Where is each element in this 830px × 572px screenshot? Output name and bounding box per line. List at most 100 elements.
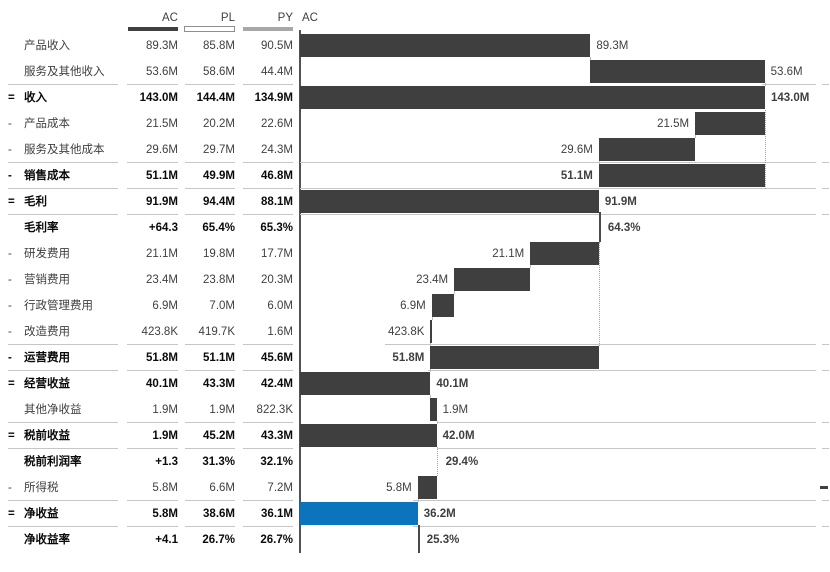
row-prefix: -	[8, 248, 12, 260]
waterfall-bar-4[interactable]	[598, 138, 696, 161]
cell-ac: +64.3	[148, 222, 178, 234]
cell-py: 22.6M	[261, 118, 293, 130]
waterfall-bar-3[interactable]	[695, 112, 765, 135]
separator-line	[243, 448, 293, 449]
column-header-py[interactable]: PY	[277, 12, 293, 24]
cell-py: 7.2M	[267, 482, 293, 494]
separator-line	[243, 214, 293, 215]
separator-line	[243, 84, 293, 85]
cell-ac: +4.1	[155, 534, 178, 546]
bar-value-label: 423.8K	[387, 326, 425, 338]
connector-line	[418, 525, 420, 553]
cell-py: 65.3%	[260, 222, 293, 234]
cell-pl: 85.8M	[203, 40, 235, 52]
waterfall-bar-5[interactable]	[598, 164, 765, 187]
waterfall-bar-9[interactable]	[454, 268, 531, 291]
row-prefix: -	[8, 274, 12, 286]
row-label[interactable]: 经营收益	[24, 378, 70, 390]
row-label[interactable]: 销售成本	[24, 170, 70, 182]
separator-line	[243, 162, 293, 163]
row-label[interactable]: 税前收益	[24, 430, 70, 442]
bar-value-label: 53.6M	[770, 66, 803, 78]
row-label[interactable]: 净收益率	[24, 534, 70, 546]
cell-pl: 38.6M	[203, 508, 235, 520]
bar-value-label: 89.3M	[596, 40, 629, 52]
waterfall-bar-1[interactable]	[590, 60, 765, 83]
row-label[interactable]: 毛利率	[24, 222, 59, 234]
connector-line	[430, 369, 431, 372]
cell-pl: 1.9M	[209, 404, 235, 416]
cell-py: 20.3M	[261, 274, 293, 286]
row-prefix: -	[8, 482, 12, 494]
cell-py: 42.4M	[261, 378, 293, 390]
cell-ac: 143.0M	[139, 92, 178, 104]
connector-line	[765, 110, 766, 189]
cell-py: 43.3M	[261, 430, 293, 442]
waterfall-bar-11[interactable]	[430, 320, 432, 343]
separator-line	[8, 500, 118, 501]
bar-value-label: 91.9M	[604, 196, 637, 208]
row-label[interactable]: 服务及其他收入	[24, 66, 105, 78]
waterfall-bar-8[interactable]	[530, 242, 599, 265]
row-label[interactable]: 毛利	[24, 196, 47, 208]
column-header-ac[interactable]: AC	[162, 12, 178, 24]
cell-ac: 29.6M	[146, 144, 178, 156]
cell-py: 26.7%	[260, 534, 293, 546]
row-label[interactable]: 收入	[24, 92, 47, 104]
cell-ac: 51.8M	[146, 352, 178, 364]
row-prefix: -	[8, 170, 12, 182]
cell-pl: 49.9M	[203, 170, 235, 182]
row-label[interactable]: 研发费用	[24, 248, 70, 260]
separator-line	[8, 526, 118, 527]
row-label[interactable]: 改造费用	[24, 326, 70, 338]
separator-line	[243, 422, 293, 423]
row-label[interactable]: 运营费用	[24, 352, 70, 364]
row-label[interactable]: 产品成本	[24, 118, 70, 130]
cell-ac: 40.1M	[146, 378, 178, 390]
row-prefix: =	[8, 196, 15, 208]
waterfall-bar-12[interactable]	[430, 346, 599, 369]
ratio-value-label: 25.3%	[426, 534, 460, 546]
waterfall-bar-15[interactable]	[300, 424, 437, 447]
chart-column-header-ac[interactable]: AC	[302, 12, 318, 24]
row-label[interactable]: 净收益	[24, 508, 59, 520]
row-prefix: =	[8, 92, 15, 104]
waterfall-bar-18[interactable]	[300, 502, 418, 525]
connector-line	[590, 57, 591, 60]
connector-line	[695, 135, 696, 138]
connector-line	[765, 83, 766, 86]
row-label[interactable]: 所得税	[24, 482, 59, 494]
waterfall-bar-0[interactable]	[300, 34, 591, 57]
separator-line	[185, 500, 235, 501]
cell-pl: 65.4%	[202, 222, 235, 234]
separator-line	[127, 162, 178, 163]
separator-line	[127, 500, 178, 501]
waterfall-bar-2[interactable]	[300, 86, 765, 109]
chart-separator-line	[300, 188, 816, 189]
cell-pl: 419.7K	[198, 326, 235, 338]
bar-value-label: 6.9M	[400, 300, 426, 312]
waterfall-bar-17[interactable]	[417, 476, 437, 499]
cell-ac: 51.1M	[146, 170, 178, 182]
row-label[interactable]: 行政管理费用	[24, 300, 93, 312]
row-label[interactable]: 其他净收益	[24, 404, 82, 416]
waterfall-bar-13[interactable]	[300, 372, 431, 395]
cell-ac: 53.6M	[146, 66, 178, 78]
cell-py: 17.7M	[261, 248, 293, 260]
row-label[interactable]: 产品收入	[24, 40, 70, 52]
column-header-pl[interactable]: PL	[220, 12, 235, 24]
cell-ac: 21.5M	[146, 118, 178, 130]
cell-py: 46.8M	[261, 170, 293, 182]
cell-pl: 23.8M	[203, 274, 235, 286]
chart-separator-dash	[822, 422, 829, 423]
waterfall-bar-14[interactable]	[430, 398, 437, 421]
chart-separator-dash	[822, 162, 829, 163]
row-label[interactable]: 服务及其他成本	[24, 144, 105, 156]
waterfall-bar-10[interactable]	[431, 294, 455, 317]
row-label[interactable]: 营销费用	[24, 274, 70, 286]
chart-separator-line	[413, 526, 816, 527]
chart-separator-line	[762, 84, 816, 85]
row-label[interactable]: 税前利润率	[24, 456, 82, 468]
waterfall-bar-6[interactable]	[300, 190, 599, 213]
separator-line	[185, 448, 235, 449]
